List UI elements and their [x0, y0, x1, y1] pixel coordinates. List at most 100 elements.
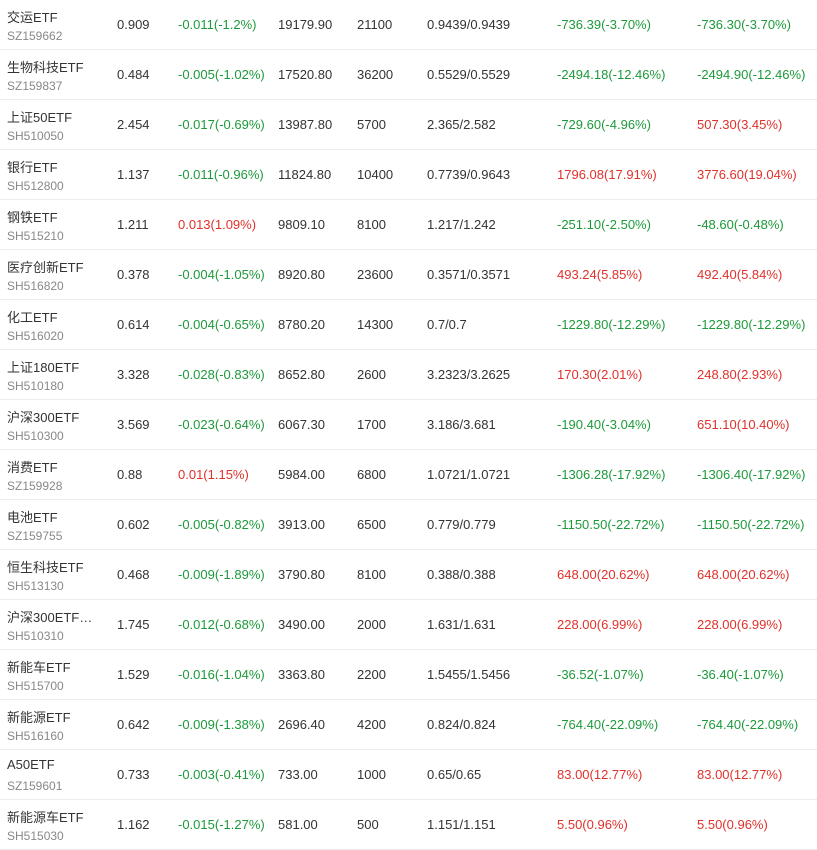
table-row[interactable]: 电池ETF SZ159755 0.602 -0.005(-0.82%) 3913…: [0, 500, 817, 550]
table-row[interactable]: 钢铁ETF SH515210 1.211 0.013(1.09%) 9809.1…: [0, 200, 817, 250]
fund-name-link[interactable]: 新能源车ETF: [7, 810, 84, 825]
current-price: 1.745: [117, 617, 150, 632]
fund-name-link[interactable]: 生物科技ETF: [7, 60, 84, 75]
fund-name-link[interactable]: 钢铁ETF: [7, 210, 58, 225]
current-price: 3.569: [117, 417, 150, 432]
fund-code: SH516020: [7, 329, 64, 343]
fund-name-link[interactable]: 沪深300ETF…: [7, 610, 93, 625]
table-row[interactable]: 新能源车ETF SH515030 1.162 -0.015(-1.27%) 58…: [0, 800, 817, 850]
table-row[interactable]: 新能源ETF SH516160 0.642 -0.009(-1.38%) 269…: [0, 700, 817, 750]
fund-name-link[interactable]: 新能车ETF: [7, 660, 71, 675]
fund-code: SH510180: [7, 379, 64, 393]
profit-loss-b: 83.00(12.77%): [697, 767, 783, 782]
cost-price: 0.779/0.779: [427, 517, 496, 532]
fund-name-link[interactable]: 交运ETF: [7, 10, 58, 25]
fund-code: SZ159837: [7, 79, 63, 93]
table-row[interactable]: A50ETF SZ159601 0.733 -0.003(-0.41%) 733…: [0, 750, 817, 800]
table-row[interactable]: 医疗创新ETF SH516820 0.378 -0.004(-1.05%) 89…: [0, 250, 817, 300]
fund-name-link[interactable]: 电池ETF: [7, 510, 58, 525]
profit-loss-a: -2494.18(-12.46%): [557, 67, 666, 82]
cost-price: 3.2323/3.2625: [427, 367, 511, 382]
price-change: -0.017(-0.69%): [178, 117, 265, 132]
fund-name-link[interactable]: 消费ETF: [7, 460, 58, 475]
cost-price: 1.631/1.631: [427, 617, 496, 632]
cost-price: 0.9439/0.9439: [427, 17, 511, 32]
profit-loss-a: -251.10(-2.50%): [557, 217, 651, 232]
fund-name-cell: 上证50ETF SH510050: [7, 100, 107, 150]
cost-price: 0.7/0.7: [427, 317, 467, 332]
price-change: -0.012(-0.68%): [178, 617, 265, 632]
fund-name-link[interactable]: 恒生科技ETF: [7, 560, 84, 575]
table-row[interactable]: 沪深300ETF… SH510310 1.745 -0.012(-0.68%) …: [0, 600, 817, 650]
table-row[interactable]: 新能车ETF SH515700 1.529 -0.016(-1.04%) 336…: [0, 650, 817, 700]
share-count: 6500: [357, 517, 386, 532]
price-change: -0.003(-0.41%): [178, 767, 265, 782]
fund-code: SH510310: [7, 629, 64, 643]
fund-name-link[interactable]: 上证50ETF: [7, 110, 73, 125]
cost-price: 0.388/0.388: [427, 567, 496, 582]
market-value: 5984.00: [278, 467, 325, 482]
fund-name-cell: 沪深300ETF SH510300: [7, 400, 107, 450]
current-price: 0.468: [117, 567, 150, 582]
table-row[interactable]: 沪深300ETF SH510300 3.569 -0.023(-0.64%) 6…: [0, 400, 817, 450]
share-count: 23600: [357, 267, 394, 282]
current-price: 0.484: [117, 67, 150, 82]
price-change: -0.015(-1.27%): [178, 817, 265, 832]
current-price: 0.733: [117, 767, 150, 782]
table-row[interactable]: 银行ETF SH512800 1.137 -0.011(-0.96%) 1182…: [0, 150, 817, 200]
table-row[interactable]: 恒生科技ETF SH513130 0.468 -0.009(-1.89%) 37…: [0, 550, 817, 600]
profit-loss-b: 228.00(6.99%): [697, 617, 783, 632]
table-row[interactable]: 化工ETF SH516020 0.614 -0.004(-0.65%) 8780…: [0, 300, 817, 350]
share-count: 4200: [357, 717, 386, 732]
table-row[interactable]: 消费ETF SZ159928 0.88 0.01(1.15%) 5984.00 …: [0, 450, 817, 500]
fund-code: SH510300: [7, 429, 64, 443]
current-price: 0.909: [117, 17, 150, 32]
profit-loss-a: 5.50(0.96%): [557, 817, 628, 832]
profit-loss-a: 170.30(2.01%): [557, 367, 643, 382]
profit-loss-b: 651.10(10.40%): [697, 417, 790, 432]
price-change: 0.013(1.09%): [178, 217, 257, 232]
fund-name-cell: 新能车ETF SH515700: [7, 650, 107, 700]
market-value: 2696.40: [278, 717, 325, 732]
share-count: 1700: [357, 417, 386, 432]
share-count: 36200: [357, 67, 394, 82]
current-price: 1.137: [117, 167, 150, 182]
profit-loss-b: -764.40(-22.09%): [697, 717, 799, 732]
price-change: -0.005(-0.82%): [178, 517, 265, 532]
fund-name-link[interactable]: 化工ETF: [7, 310, 58, 325]
price-change: -0.028(-0.83%): [178, 367, 265, 382]
current-price: 0.642: [117, 717, 150, 732]
share-count: 500: [357, 817, 379, 832]
table-row[interactable]: 生物科技ETF SZ159837 0.484 -0.005(-1.02%) 17…: [0, 50, 817, 100]
profit-loss-b: 507.30(3.45%): [697, 117, 783, 132]
market-value: 9809.10: [278, 217, 325, 232]
profit-loss-b: -1229.80(-12.29%): [697, 317, 806, 332]
table-row[interactable]: 上证50ETF SH510050 2.454 -0.017(-0.69%) 13…: [0, 100, 817, 150]
profit-loss-b: -1150.50(-22.72%): [697, 517, 805, 532]
profit-loss-a: 648.00(20.62%): [557, 567, 650, 582]
fund-name-link[interactable]: 银行ETF: [7, 160, 58, 175]
table-row[interactable]: 交运ETF SZ159662 0.909 -0.011(-1.2%) 19179…: [0, 0, 817, 50]
market-value: 13987.80: [278, 117, 333, 132]
fund-name-link[interactable]: 医疗创新ETF: [7, 260, 84, 275]
table-row[interactable]: 上证180ETF SH510180 3.328 -0.028(-0.83%) 8…: [0, 350, 817, 400]
price-change: -0.011(-0.96%): [178, 167, 264, 182]
price-change: -0.004(-0.65%): [178, 317, 265, 332]
cost-price: 1.151/1.151: [427, 817, 496, 832]
profit-loss-a: 228.00(6.99%): [557, 617, 643, 632]
market-value: 6067.30: [278, 417, 325, 432]
profit-loss-b: -48.60(-0.48%): [697, 217, 784, 232]
market-value: 3490.00: [278, 617, 325, 632]
fund-name-link[interactable]: 沪深300ETF: [7, 410, 80, 425]
market-value: 3363.80: [278, 667, 325, 682]
share-count: 2200: [357, 667, 386, 682]
profit-loss-b: 3776.60(19.04%): [697, 167, 797, 182]
fund-name-link[interactable]: 上证180ETF: [7, 360, 80, 375]
price-change: -0.011(-1.2%): [178, 17, 257, 32]
market-value: 17520.80: [278, 67, 333, 82]
cost-price: 2.365/2.582: [427, 117, 496, 132]
fund-name-link[interactable]: A50ETF: [7, 757, 55, 772]
share-count: 8100: [357, 217, 386, 232]
market-value: 733.00: [278, 767, 318, 782]
fund-name-link[interactable]: 新能源ETF: [7, 710, 71, 725]
